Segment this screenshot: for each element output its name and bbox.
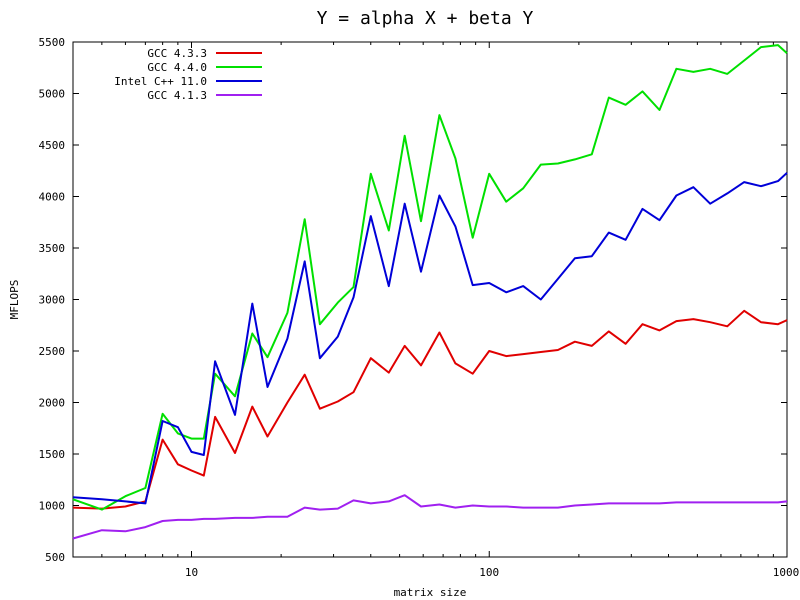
- y-tick-label: 1000: [39, 500, 66, 513]
- y-tick-label: 3500: [39, 242, 66, 255]
- series-line: [72, 309, 788, 510]
- y-axis-label: MFLOPS: [8, 280, 21, 320]
- chart-title: Y = alpha X + beta Y: [317, 8, 534, 29]
- y-tick-label: 2000: [39, 397, 66, 410]
- y-tick-label: 500: [45, 551, 65, 564]
- x-axis: 10 100 1000: [72, 42, 800, 579]
- legend-label: Intel C++ 11.0: [114, 75, 207, 88]
- y-tick-label: 5000: [39, 88, 66, 101]
- series-line: [72, 172, 788, 505]
- y-tick-label: 2500: [39, 345, 66, 358]
- series-line: [72, 494, 788, 540]
- legend-label: GCC 4.4.0: [147, 61, 207, 74]
- legend-label: GCC 4.1.3: [147, 89, 207, 102]
- x-tick-label: 1000: [773, 566, 800, 579]
- y-tick-label: 5500: [39, 36, 66, 49]
- series-line: [72, 44, 788, 511]
- y-tick-label: 1500: [39, 448, 66, 461]
- x-axis-label: matrix size: [394, 586, 467, 599]
- x-tick-label: 10: [185, 566, 198, 579]
- plot-frame: [72, 41, 788, 558]
- y-axis: 500 1000 1500 2000 2500 3000 3500 4000 4500 5000 5…: [39, 36, 787, 564]
- y-tick-label: 4500: [39, 139, 66, 152]
- legend-label: GCC 4.3.3: [147, 47, 207, 60]
- y-tick-label: 3000: [39, 294, 66, 307]
- x-tick-label: 100: [479, 566, 499, 579]
- series-lines: [72, 44, 788, 540]
- y-tick-label: 4000: [39, 191, 66, 204]
